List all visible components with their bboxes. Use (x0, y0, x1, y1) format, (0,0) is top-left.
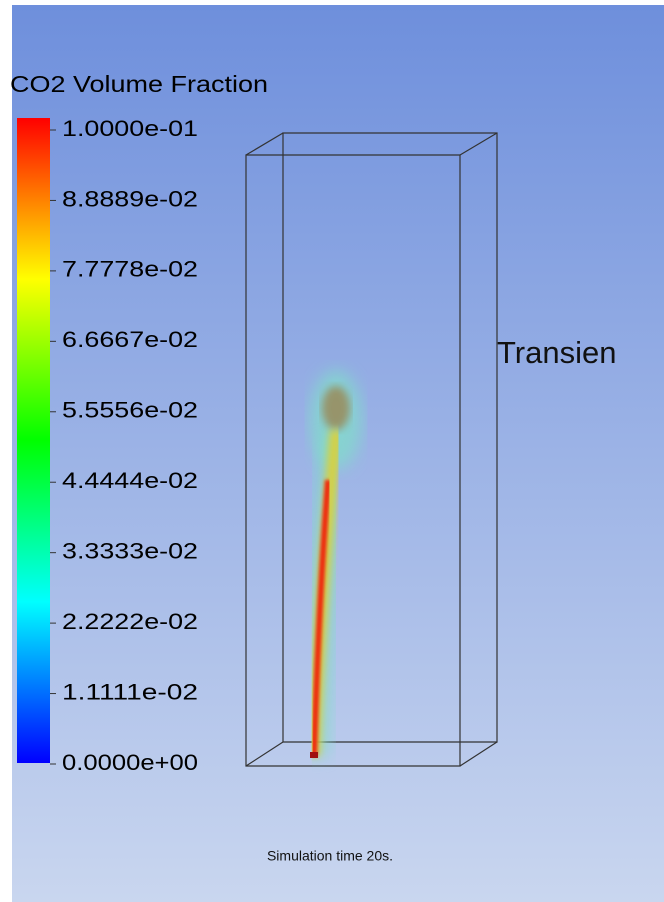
colorbar-label: 5.5556e-02 (62, 398, 198, 423)
caption: Simulation time 20s. (267, 848, 393, 864)
screenshot: CO2 Volume Fraction 1.0000e-01 8.8889e-02… (0, 0, 664, 902)
viewport: CO2 Volume Fraction 1.0000e-01 8.8889e-02… (0, 0, 664, 902)
colorbar (17, 118, 50, 763)
colorbar-label: 8.8889e-02 (62, 186, 198, 211)
legend-title: CO2 Volume Fraction (10, 71, 268, 97)
colorbar-label: 7.7778e-02 (62, 257, 198, 282)
colorbar-label: 1.0000e-01 (62, 116, 198, 141)
colorbar-label: 6.6667e-02 (62, 327, 198, 352)
colorbar-label: 2.2222e-02 (62, 609, 198, 634)
colorbar-label: 3.3333e-02 (62, 538, 198, 563)
colorbar-label: 1.1111e-02 (62, 679, 198, 704)
colorbar-label: 0.0000e+00 (62, 750, 198, 775)
colorbar-label: 4.4444e-02 (62, 468, 198, 493)
annotation: Transien (497, 335, 616, 370)
